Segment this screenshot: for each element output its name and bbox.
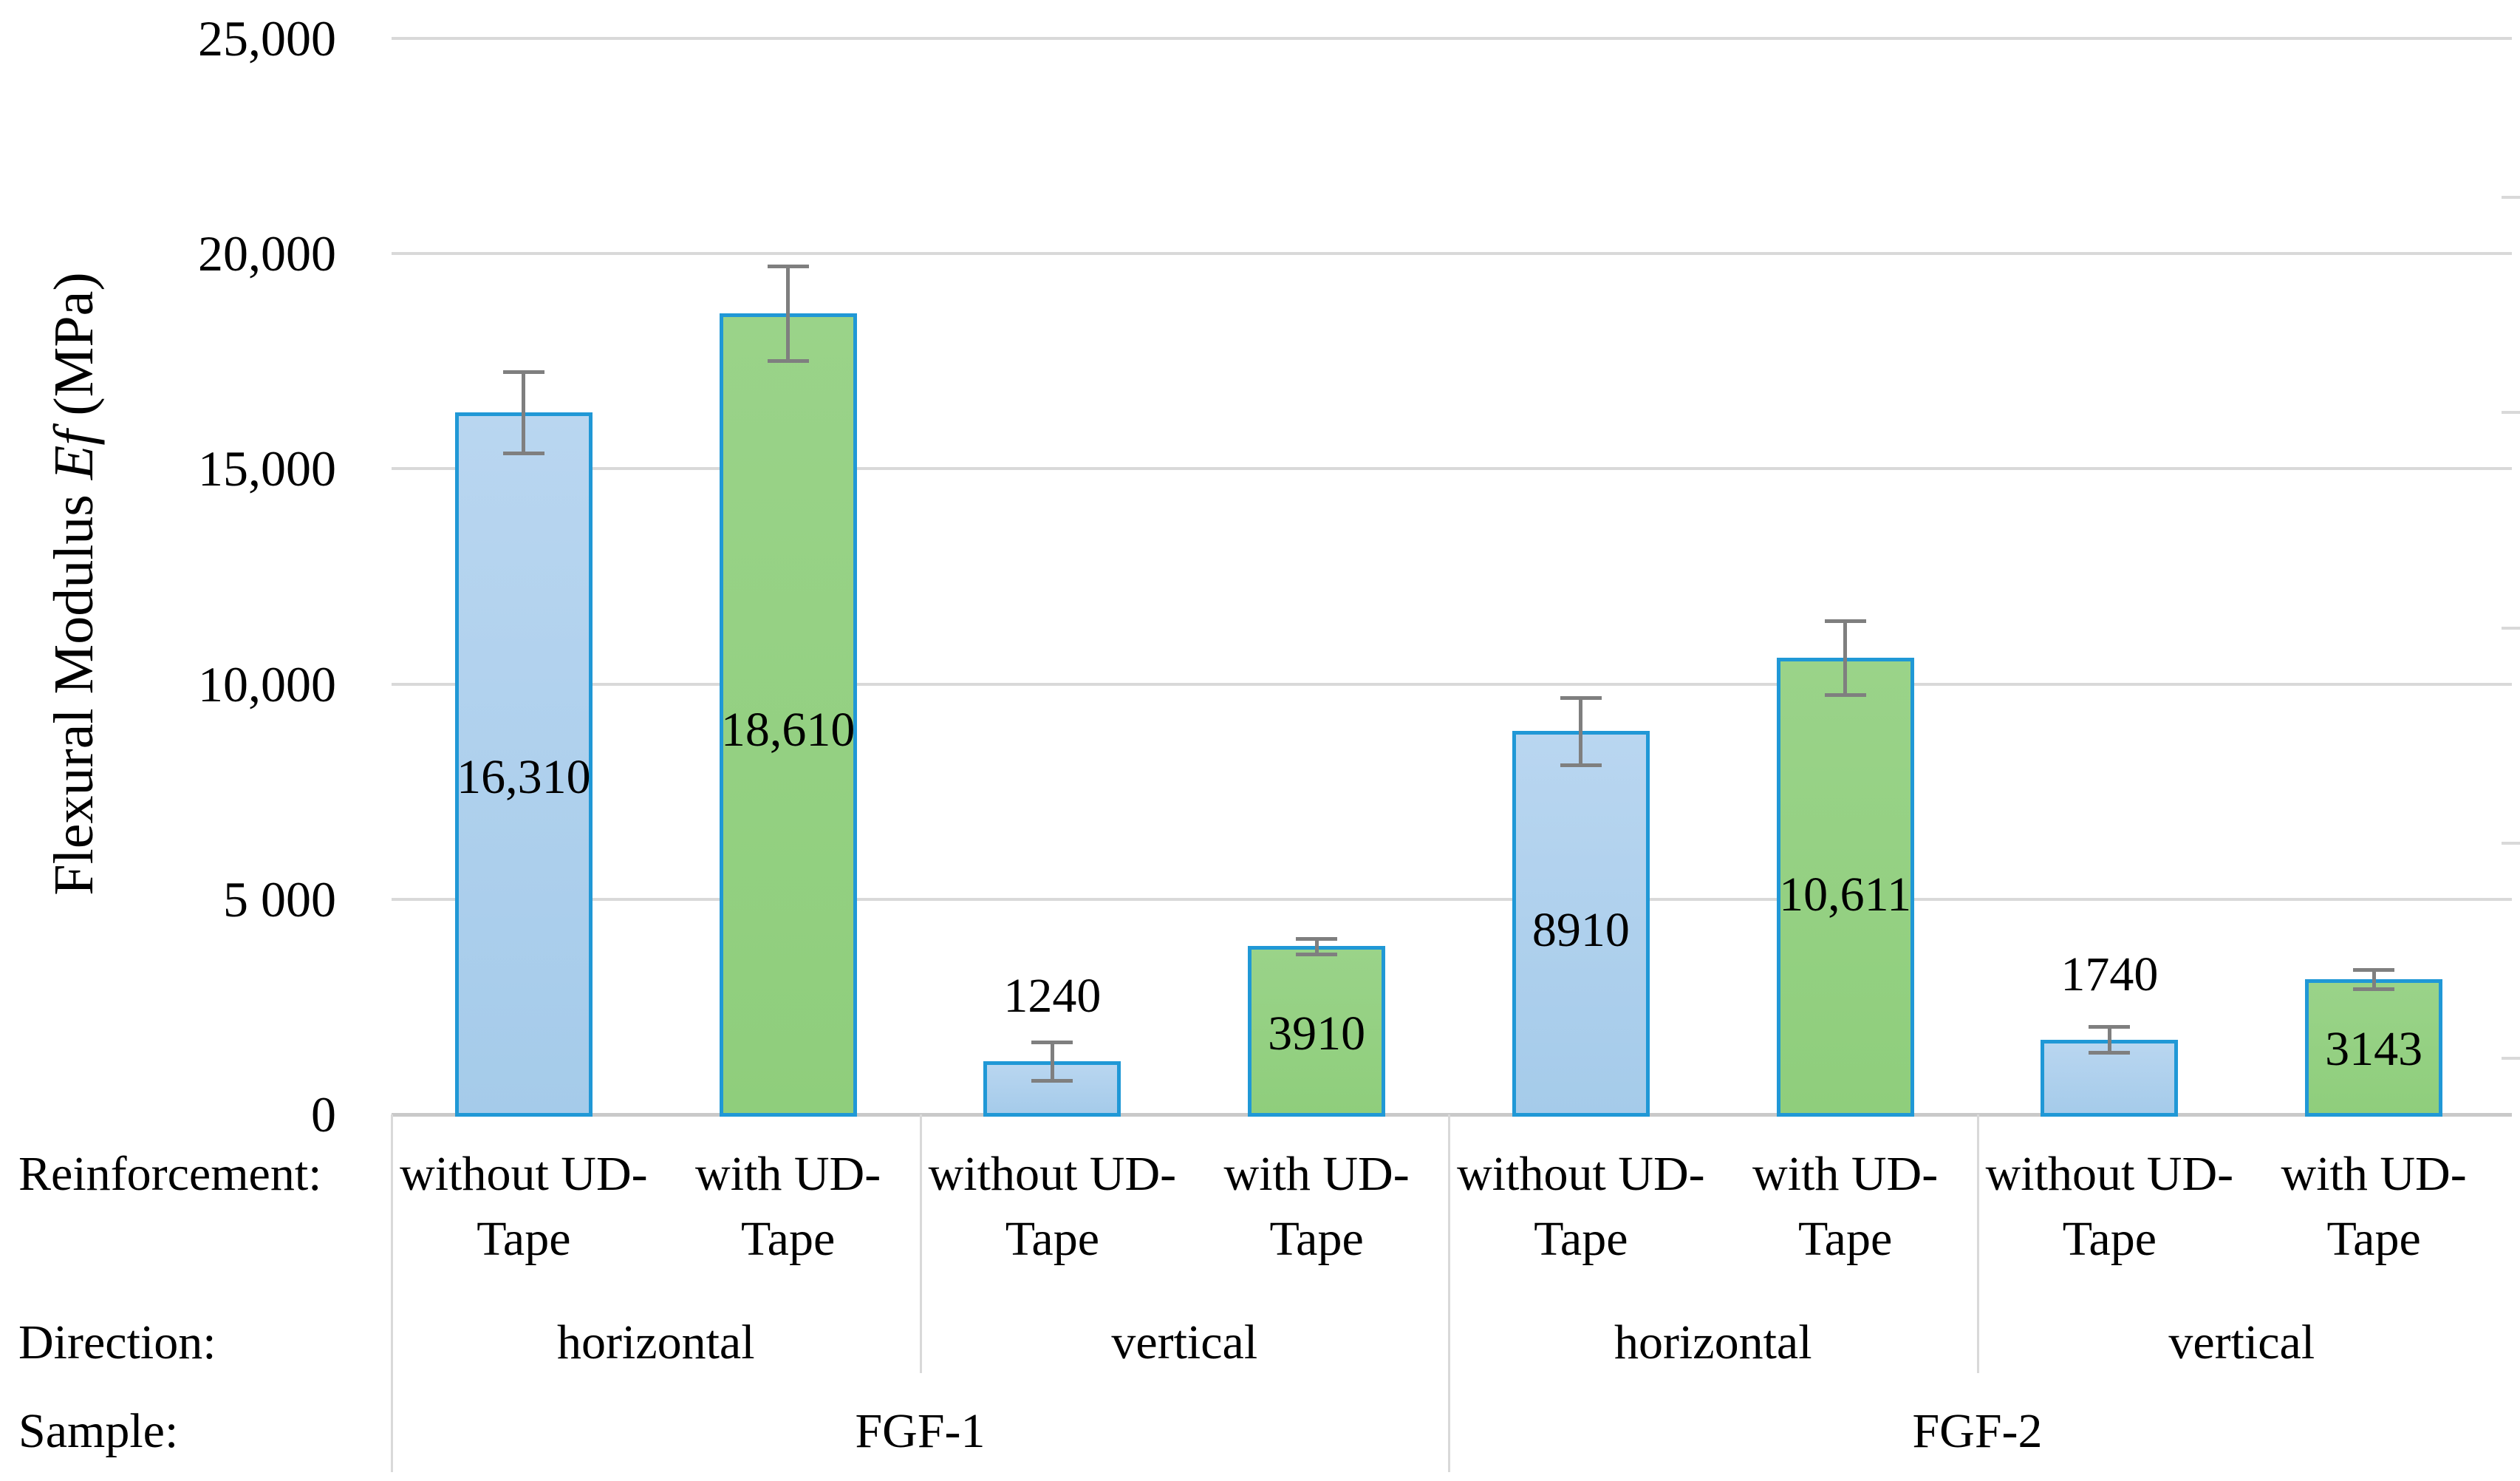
bar-value-label: 18,610 — [720, 702, 856, 757]
right-edge-tick — [2502, 1057, 2520, 1060]
error-bar-cap-bottom — [2089, 1051, 2131, 1055]
error-bar-cap-top — [1560, 695, 1602, 700]
error-bar-line — [1050, 1041, 1054, 1080]
direction-label: horizontal — [1614, 1315, 1812, 1369]
row-title-direction: Direction: — [18, 1315, 216, 1369]
y-tick-label: 25,000 — [198, 10, 336, 67]
row-title-sample: Sample: — [18, 1404, 179, 1458]
error-bar-line — [1579, 697, 1583, 765]
error-bar-cap-bottom — [502, 452, 544, 456]
error-bar-cap-bottom — [2353, 987, 2395, 991]
right-edge-tick — [2502, 627, 2520, 630]
row-title-reinforcement: Reinforcement: — [18, 1147, 322, 1201]
reinforcement-label: without UD- Tape — [1985, 1147, 2234, 1266]
category-divider — [919, 1114, 922, 1373]
bar-fgf-2-horizontal-with-ud-tape — [1776, 658, 1914, 1117]
bar-fgf-1-horizontal-with-ud-tape — [719, 313, 857, 1117]
y-tick-label: 20,000 — [198, 225, 336, 282]
y-tick-label: 0 — [311, 1086, 336, 1143]
category-divider — [391, 1114, 393, 1472]
error-bar-line — [786, 266, 791, 361]
error-bar-cap-bottom — [1824, 693, 1866, 698]
category-divider — [1976, 1114, 1979, 1373]
error-bar-cap-top — [2353, 968, 2395, 973]
gridline — [392, 682, 2512, 686]
right-edge-tick — [2502, 196, 2520, 199]
reinforcement-label: without UD- Tape — [400, 1147, 648, 1266]
bar-value-label: 1240 — [1003, 968, 1102, 1023]
error-bar-line — [1843, 620, 1848, 695]
error-bar-cap-top — [1296, 936, 1338, 941]
sample-label: FGF-1 — [855, 1404, 986, 1458]
bar-fgf-1-horizontal-without-ud-tape — [454, 412, 593, 1117]
direction-label: vertical — [2168, 1315, 2315, 1369]
bar-fgf-2-vertical-with-ud-tape — [2305, 978, 2443, 1117]
sample-label: FGF-2 — [1912, 1404, 2043, 1458]
reinforcement-label: with UD- Tape — [1223, 1147, 1410, 1266]
error-bar-line — [522, 371, 526, 454]
error-bar-cap-top — [1031, 1040, 1073, 1044]
reinforcement-label: with UD- Tape — [1752, 1147, 1939, 1266]
right-edge-tick — [2502, 842, 2520, 845]
x-axis-line — [392, 1113, 2512, 1117]
y-axis-title-units: (MPa) — [43, 272, 105, 430]
reinforcement-label: with UD- Tape — [2281, 1147, 2467, 1266]
error-bar-cap-bottom — [1296, 952, 1338, 956]
bar-value-label: 10,611 — [1779, 868, 1912, 922]
bar-value-label: 16,310 — [457, 750, 591, 805]
y-tick-label: 10,000 — [198, 656, 336, 712]
error-bar-cap-top — [502, 370, 544, 374]
reinforcement-label: without UD- Tape — [928, 1147, 1177, 1266]
gridline — [392, 467, 2512, 471]
error-bar-cap-top — [767, 265, 809, 269]
direction-label: horizontal — [556, 1315, 755, 1369]
y-tick-label: 5 000 — [223, 871, 336, 927]
reinforcement-label: with UD- Tape — [695, 1147, 881, 1266]
right-edge-tick — [2502, 411, 2520, 414]
error-bar-cap-top — [2089, 1025, 2131, 1029]
direction-label: vertical — [1111, 1315, 1258, 1369]
error-bar-line — [2372, 970, 2376, 989]
gridline — [392, 897, 2512, 901]
y-tick-label: 15,000 — [198, 440, 336, 497]
category-divider — [1448, 1114, 1450, 1472]
error-bar-cap-bottom — [767, 359, 809, 364]
bar-value-label: 8910 — [1532, 902, 1630, 957]
bar-fgf-2-vertical-without-ud-tape — [2041, 1039, 2179, 1117]
gridline — [392, 37, 2512, 40]
error-bar-cap-top — [1824, 619, 1866, 623]
reinforcement-label: without UD- Tape — [1457, 1147, 1705, 1266]
bar-fgf-2-horizontal-without-ud-tape — [1512, 731, 1650, 1117]
bar-value-label: 1740 — [2060, 947, 2159, 1001]
bar-value-label: 3143 — [2325, 1022, 2423, 1077]
y-axis-title: Flexural ModulusEf (MPa) — [38, 67, 109, 1101]
error-bar-line — [2107, 1027, 2111, 1053]
error-bar-line — [1314, 938, 1319, 954]
gridline — [392, 252, 2512, 256]
error-bar-cap-bottom — [1031, 1078, 1073, 1083]
error-bar-cap-bottom — [1560, 763, 1602, 767]
bar-value-label: 3910 — [1268, 1006, 1366, 1060]
